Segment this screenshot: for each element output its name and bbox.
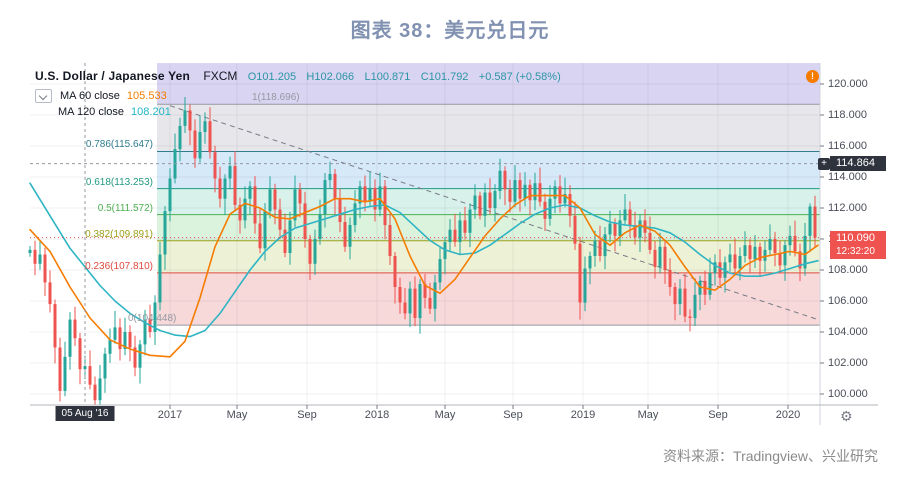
source-note: 资料来源：Tradingview、兴业研究 (663, 448, 878, 464)
ma120-value: 108.201 (131, 106, 171, 118)
quote-high: H102.066 (306, 71, 355, 83)
ma60-label[interactable]: MA 60 close (60, 90, 120, 102)
fib-level-label: 0.382(109.891) (85, 229, 153, 240)
price-axis-label: 108.000 (828, 264, 868, 276)
quote-open: O101.205 (247, 71, 297, 83)
time-axis-label[interactable]: Sep (503, 409, 523, 421)
quote-change: +0.587 (+0.58%) (478, 71, 561, 83)
settings-gear-icon[interactable]: ⚙ (840, 408, 853, 424)
symbol-header: U.S. Dollar / Japanese Yen FXCM O101.205… (35, 69, 561, 83)
fib-level-label: 0.618(113.253) (85, 177, 153, 188)
price-axis-label: 104.000 (828, 326, 868, 338)
crosshair-date-badge: 05 Aug '16 (55, 406, 115, 421)
time-axis-label[interactable]: 2019 (570, 409, 596, 421)
time-axis-label[interactable]: Sep (708, 409, 728, 421)
price-axis-label: 118.000 (828, 109, 867, 121)
last-price-badge: 110.090 (830, 231, 886, 246)
price-axis-label: 120.000 (828, 78, 868, 90)
price-axis-label: 112.000 (828, 202, 867, 214)
crosshair-price-badge: 114.864 (830, 156, 886, 171)
chevron-down-icon[interactable] (35, 89, 52, 103)
price-axis-label: 116.000 (828, 140, 867, 152)
time-axis-label[interactable]: 2017 (157, 409, 183, 421)
add-alert-plus-icon[interactable]: + (818, 158, 830, 170)
quote-low: L100.871 (364, 71, 411, 83)
price-axis-label: 114.000 (828, 171, 867, 183)
figure-title: 图表 38：美元兑日元 (350, 20, 550, 42)
time-axis-label[interactable]: May (637, 409, 659, 421)
exchange-name: FXCM (203, 69, 238, 83)
time-axis-label[interactable]: 2018 (364, 409, 390, 421)
price-axis-label: 106.000 (828, 295, 868, 307)
time-axis-label[interactable]: 2020 (775, 409, 801, 421)
ma120-legend-row: MA 120 close 108.201 (35, 106, 171, 118)
ma60-value: 105.533 (126, 90, 167, 102)
fib-level-label: 0.5(111.572) (97, 203, 153, 214)
price-axis-label: 100.000 (828, 388, 868, 400)
fib-level-label: 0.236(107.810) (85, 261, 153, 272)
fib-level-label: 0(104.448) (128, 313, 177, 324)
symbol-name[interactable]: U.S. Dollar / Japanese Yen (35, 69, 191, 83)
time-axis-label[interactable]: May (226, 409, 248, 421)
ma120-label[interactable]: MA 120 close (58, 106, 125, 118)
quote-close: C101.792 (420, 71, 469, 83)
bar-countdown-badge: 12:32:20 (830, 245, 886, 259)
fib-level-label: 0.786(115.647) (85, 139, 153, 150)
alert-icon[interactable]: ! (806, 70, 819, 83)
price-axis-label: 102.000 (828, 357, 868, 369)
fib-level-label: 1(118.696) (252, 92, 300, 103)
ma60-legend-row: MA 60 close 105.533 (35, 89, 167, 103)
time-axis-label[interactable]: Sep (297, 409, 317, 421)
time-axis-label[interactable]: May (434, 409, 456, 421)
